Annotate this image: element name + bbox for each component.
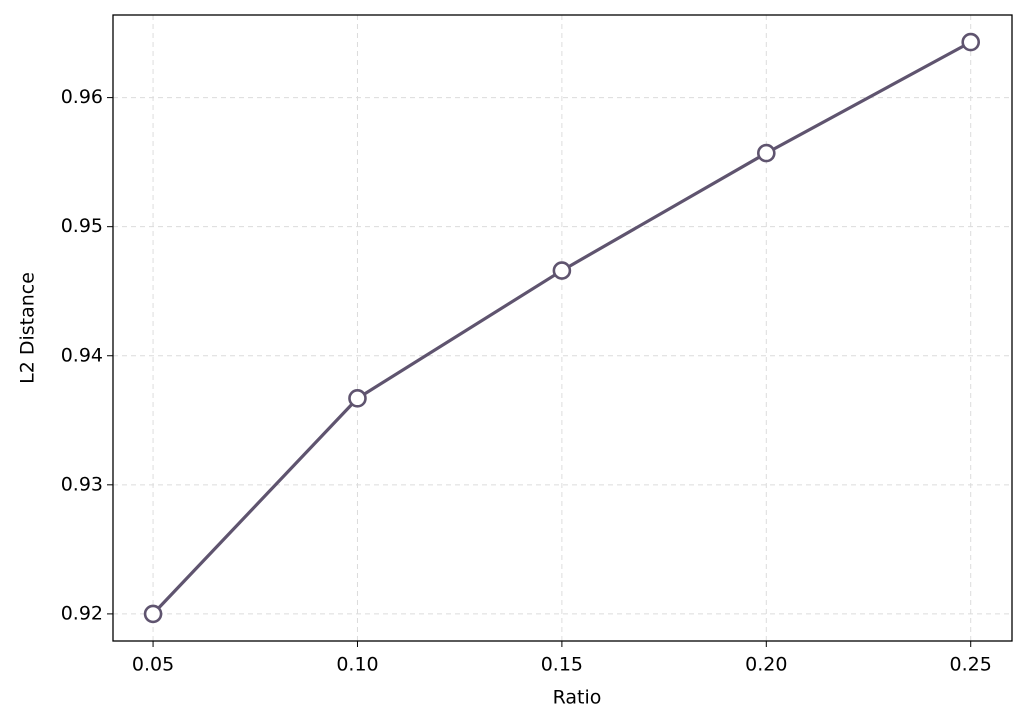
- y-tick-label: 0.92: [61, 602, 103, 624]
- marker: [143, 604, 163, 624]
- y-axis-label: L2 Distance: [17, 272, 39, 384]
- x-tick-label: 0.20: [745, 654, 787, 676]
- plot-frame: [112, 14, 1013, 642]
- marker: [348, 389, 367, 408]
- y-tick-label: 0.96: [61, 86, 103, 108]
- y-tick-label: 0.93: [61, 473, 103, 495]
- marker: [756, 143, 776, 163]
- x-tick-label: 0.05: [132, 654, 174, 676]
- x-tick-label: 0.15: [541, 654, 583, 676]
- grid: [113, 15, 1012, 641]
- x-tick-label: 0.10: [336, 654, 378, 676]
- x-axis-label: Ratio: [553, 687, 602, 709]
- y-tick-label: 0.95: [61, 215, 103, 237]
- marker: [552, 261, 572, 280]
- x-tick-label: 0.25: [950, 654, 992, 676]
- y-tick-label: 0.94: [61, 344, 103, 366]
- marker: [961, 32, 981, 52]
